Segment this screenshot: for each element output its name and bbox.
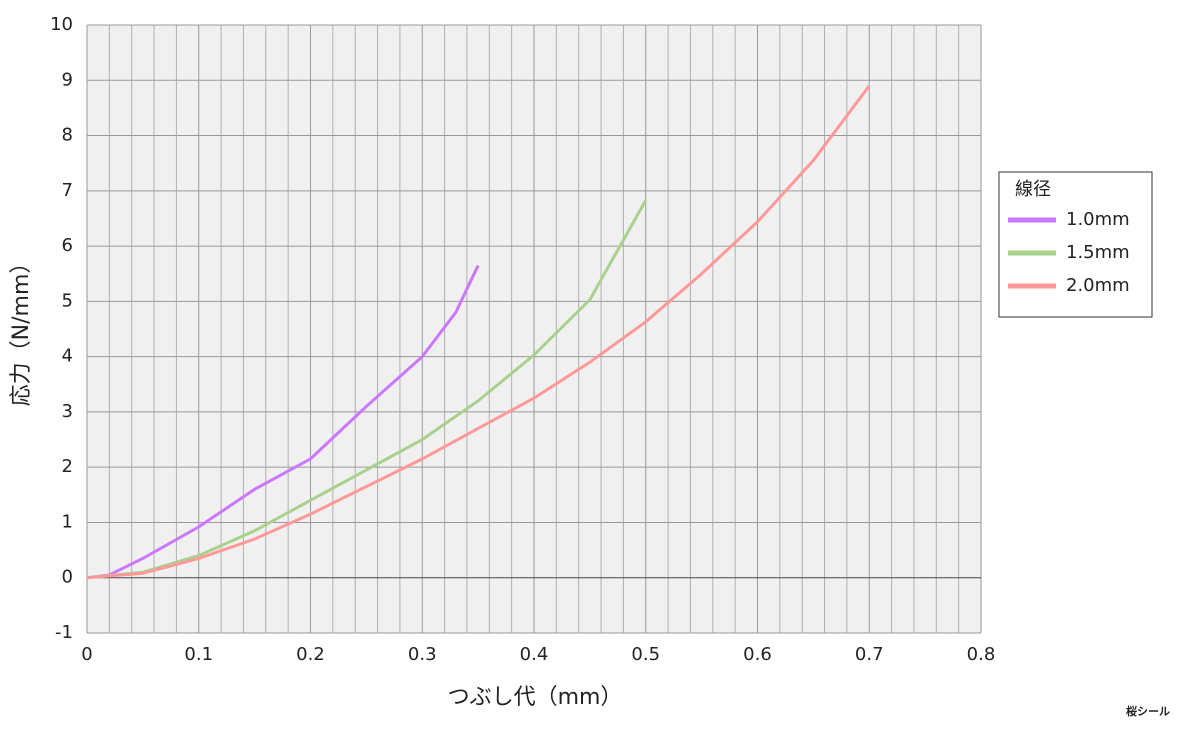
y-axis-label: 応力（N/mm）	[9, 252, 34, 407]
y-tick-label: 3	[62, 401, 73, 422]
series-line	[86, 84, 871, 580]
y-tick-label: 9	[62, 69, 73, 90]
y-tick-label: 7	[62, 180, 73, 201]
x-tick-label: 0.5	[631, 644, 660, 665]
legend-label: 1.5mm	[1066, 242, 1130, 263]
y-tick-label: 4	[62, 346, 73, 367]
legend-label: 1.0mm	[1066, 209, 1130, 230]
x-axis-label: つぶし代（mm）	[448, 685, 623, 710]
x-tick-label: 0.3	[408, 644, 437, 665]
x-tick-label: 0.6	[743, 644, 772, 665]
series-line	[86, 264, 480, 580]
y-tick-label: 1	[62, 511, 73, 532]
x-tick-label: 0.8	[967, 644, 996, 665]
x-tick-label: 0.1	[184, 644, 213, 665]
legend-title: 線径	[1015, 179, 1051, 200]
logo: 桜シール	[1126, 704, 1170, 718]
legend-box	[998, 171, 1153, 318]
y-tick-label: 0	[62, 567, 73, 588]
y-tick-label: 5	[62, 290, 73, 311]
y-tick-label: 10	[50, 14, 73, 35]
y-tick-label: 2	[62, 456, 73, 477]
series-line	[86, 199, 648, 580]
y-tick-label: 6	[62, 235, 73, 256]
y-tick-label: -1	[55, 622, 73, 643]
x-tick-label: 0.7	[855, 644, 884, 665]
legend-label: 2.0mm	[1066, 275, 1130, 296]
x-tick-label: 0.2	[296, 644, 325, 665]
y-tick-label: 8	[62, 125, 73, 146]
x-tick-label: 0	[81, 644, 92, 665]
x-tick-label: 0.4	[520, 644, 549, 665]
